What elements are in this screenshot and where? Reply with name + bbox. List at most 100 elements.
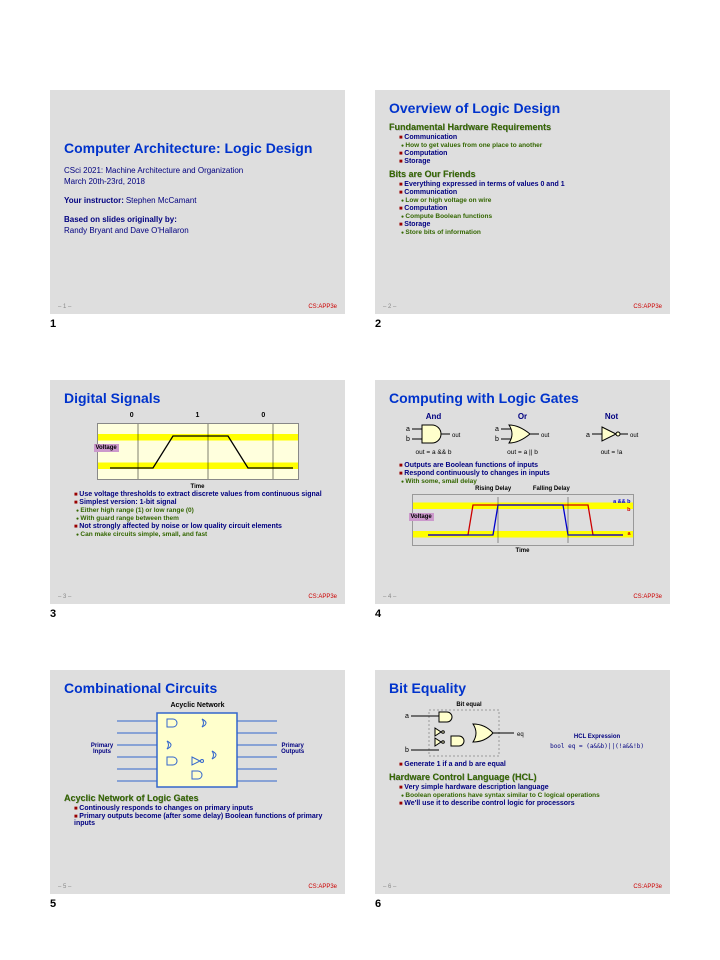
time-label: Time: [64, 484, 331, 490]
svg-text:out: out: [452, 433, 461, 439]
sub-bullet: Low or high voltage on wire: [401, 197, 656, 204]
val: 0: [130, 412, 134, 419]
section-header: Fundamental Hardware Requirements: [389, 122, 656, 132]
sub-bullet: How to get values from one place to anot…: [401, 142, 656, 149]
svg-text:b: b: [495, 436, 499, 443]
lbl-ab: a && b: [613, 499, 630, 505]
timing-diagram: Voltage a && b b a: [412, 494, 634, 546]
footer-left: – 5 –: [58, 884, 71, 890]
slide-title: Overview of Logic Design: [389, 100, 656, 116]
svg-text:b: b: [406, 436, 410, 443]
bullet: Outputs are Boolean functions of inputs: [399, 462, 656, 469]
footer-right: CS:APP3e: [308, 304, 337, 310]
out-expr: out = a || b: [478, 449, 567, 456]
sub-bullet: With guard range between them: [76, 515, 331, 522]
out-expr: out = a && b: [389, 449, 478, 456]
voltage-label: Voltage: [94, 444, 119, 452]
bullet: Very simple hardware description languag…: [399, 784, 656, 791]
section-header: Acyclic Network of Logic Gates: [64, 793, 331, 803]
out-expr: out = !a: [567, 449, 656, 456]
rising-label: Rising Delay: [475, 486, 511, 492]
svg-text:eq: eq: [517, 732, 524, 738]
gate-row: And about out = a && b Or about out = a …: [389, 412, 656, 456]
slide-1: Computer Architecture: Logic Design CSci…: [50, 90, 345, 330]
signal-diagram: Voltage: [97, 423, 299, 480]
val: 1: [196, 412, 200, 419]
primary-inputs: Primary Inputs: [91, 743, 113, 755]
slide-number: 2: [375, 318, 670, 330]
sub-bullet: Either high range (1) or low range (0): [76, 507, 331, 514]
val: 0: [261, 412, 265, 419]
sub-bullet: With some, small delay: [401, 478, 656, 485]
slide-title: Computing with Logic Gates: [389, 390, 656, 406]
slide-number: 3: [50, 608, 345, 620]
footer-left: – 3 –: [58, 594, 71, 600]
footer-right: CS:APP3e: [308, 594, 337, 600]
not-label: Not: [567, 412, 656, 421]
slide-number: 6: [375, 898, 670, 910]
network-label: Acyclic Network: [64, 702, 331, 709]
slide-5: Combinational Circuits Acyclic Network P…: [50, 670, 345, 910]
slide-6: Bit Equality Bit equal a b eq HCL Expres…: [375, 670, 670, 910]
or-label: Or: [478, 412, 567, 421]
primary-outputs: Primary Outputs: [281, 743, 304, 755]
sub-bullet: Can make circuits simple, small, and fas…: [76, 531, 331, 538]
combinational-diagram: [117, 709, 277, 789]
voltage-label: Voltage: [409, 513, 434, 521]
section-header: Hardware Control Language (HCL): [389, 772, 656, 782]
footer-right: CS:APP3e: [308, 884, 337, 890]
bullet: Everything expressed in terms of values …: [399, 181, 656, 188]
svg-text:out: out: [541, 433, 550, 439]
bullet: Simplest version: 1-bit signal: [74, 499, 331, 506]
hcl-expr: bool eq = (a&&b)||(!a&&!b): [550, 743, 644, 750]
slide-number: 4: [375, 608, 670, 620]
slide-number: 1: [50, 318, 345, 330]
slide-title: Digital Signals: [64, 390, 331, 406]
course-line: CSci 2021: Machine Architecture and Orga…: [64, 166, 331, 175]
footer-right: CS:APP3e: [633, 884, 662, 890]
date-line: March 20th-23rd, 2018: [64, 177, 331, 186]
hcl-header: HCL Expression: [550, 734, 644, 740]
bullet: Continously responds to changes on prima…: [74, 805, 331, 812]
bullet: Primary outputs become (after some delay…: [74, 813, 331, 827]
based-label: Based on slides originally by:: [64, 215, 331, 224]
bullet: Computation: [399, 205, 656, 212]
sub-bullet: Compute Boolean functions: [401, 213, 656, 220]
svg-text:a: a: [405, 713, 409, 720]
slide-3: Digital Signals 0 1 0 Voltage Time Use v…: [50, 380, 345, 620]
slide-title: Bit Equality: [389, 680, 656, 696]
instructor-label: Your instructor:: [64, 196, 124, 205]
slide-4: Computing with Logic Gates And about out…: [375, 380, 670, 620]
bullet: Use voltage thresholds to extract discre…: [74, 491, 331, 498]
instructor-name: Stephen McCamant: [126, 196, 197, 205]
svg-text:out: out: [630, 433, 639, 439]
slide-number: 5: [50, 898, 345, 910]
footer-left: – 2 –: [383, 304, 396, 310]
lbl-b: b: [627, 507, 630, 513]
bullet: Generate 1 if a and b are equal: [399, 761, 656, 768]
footer-right: CS:APP3e: [633, 594, 662, 600]
bullet: We'll use it to describe control logic f…: [399, 800, 656, 807]
section-header: Bits are Our Friends: [389, 169, 656, 179]
svg-text:a: a: [495, 426, 499, 433]
sub-bullet: Boolean operations have syntax similar t…: [401, 792, 656, 799]
svg-text:b: b: [405, 747, 409, 754]
lbl-a: a: [627, 531, 630, 537]
svg-text:a: a: [586, 432, 590, 439]
bullet: Storage: [399, 158, 656, 165]
bullet: Respond continuously to changes in input…: [399, 470, 656, 477]
bit-equal-diagram: a b eq: [399, 708, 559, 758]
slide-2: Overview of Logic Design Fundamental Har…: [375, 90, 670, 330]
bullet: Communication: [399, 134, 656, 141]
slide-title: Computer Architecture: Logic Design: [64, 140, 331, 156]
time-label: Time: [389, 548, 656, 554]
footer-right: CS:APP3e: [633, 304, 662, 310]
bullet: Not strongly affected by noise or low qu…: [74, 523, 331, 530]
based-names: Randy Bryant and Dave O'Hallaron: [64, 226, 331, 235]
or-gate-icon: ab out: [493, 421, 553, 447]
and-label: And: [389, 412, 478, 421]
falling-label: Falling Delay: [533, 486, 570, 492]
bullet: Communication: [399, 189, 656, 196]
and-gate-icon: about: [404, 421, 464, 447]
footer-left: – 6 –: [383, 884, 396, 890]
